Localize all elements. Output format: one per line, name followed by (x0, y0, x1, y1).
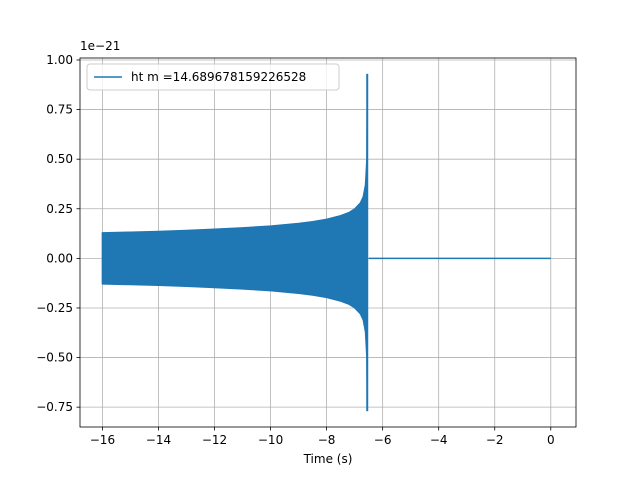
legend: ht m =14.689678159226528 (86, 63, 340, 91)
y-axis-ticks: −0.75 −0.50 −0.25 0.00 0.25 0.50 0.75 1.00 (36, 53, 80, 414)
x-tick-label: −8 (318, 433, 336, 447)
y-tick-label: 0.75 (46, 103, 73, 117)
x-tick-label: −6 (374, 433, 392, 447)
x-axis-label: Time (s) (303, 452, 353, 466)
y-axis-scale-label: 1e−21 (80, 39, 120, 53)
x-tick-label: −2 (486, 433, 504, 447)
x-tick-label: −14 (146, 433, 171, 447)
waveform-oscillation-band (101, 73, 368, 412)
axes-frame (79, 57, 577, 428)
y-tick-label: −0.50 (36, 351, 73, 365)
legend-entry-label: ht m =14.689678159226528 (131, 70, 306, 84)
x-axis-ticks: −16 −14 −12 −10 −8 −6 −4 −2 0 (90, 427, 555, 447)
legend-box (86, 63, 340, 91)
y-tick-label: 0.00 (46, 251, 73, 265)
x-tick-label: −12 (202, 433, 227, 447)
plot-data (101, 73, 551, 412)
x-tick-label: 0 (547, 433, 555, 447)
y-tick-label: −0.75 (36, 400, 73, 414)
x-tick-label: −16 (90, 433, 115, 447)
x-tick-label: −4 (430, 433, 448, 447)
y-tick-label: 0.50 (46, 152, 73, 166)
y-tick-label: −0.25 (36, 301, 73, 315)
y-tick-label: 1.00 (46, 53, 73, 67)
x-tick-label: −10 (258, 433, 283, 447)
y-tick-label: 0.25 (46, 202, 73, 216)
